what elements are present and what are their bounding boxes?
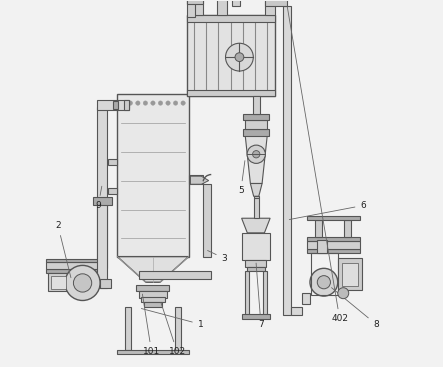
Bar	[117, 102, 129, 108]
Text: 2: 2	[55, 221, 71, 278]
Bar	[46, 259, 105, 262]
Bar	[189, 175, 203, 184]
Bar	[187, 0, 195, 17]
Bar	[46, 262, 105, 269]
Bar	[307, 240, 361, 248]
Bar	[317, 240, 327, 253]
Bar	[136, 285, 169, 291]
Bar	[291, 307, 302, 315]
Circle shape	[136, 101, 140, 105]
Bar	[254, 196, 259, 198]
Bar	[218, 0, 227, 15]
Circle shape	[317, 276, 330, 289]
Circle shape	[173, 101, 178, 105]
Bar	[97, 107, 108, 268]
Polygon shape	[117, 257, 189, 282]
Circle shape	[235, 53, 244, 62]
Bar	[241, 315, 270, 319]
Circle shape	[225, 43, 253, 71]
Bar	[187, 0, 203, 4]
Text: 6: 6	[289, 201, 366, 219]
Bar	[245, 271, 249, 315]
Bar	[253, 96, 260, 114]
Bar	[245, 260, 267, 267]
Circle shape	[247, 145, 265, 163]
Bar	[307, 248, 361, 253]
Text: 4: 4	[0, 366, 1, 367]
Bar	[100, 279, 111, 288]
Circle shape	[166, 101, 170, 105]
Bar	[265, 0, 288, 6]
Bar	[141, 297, 165, 302]
Bar	[187, 15, 275, 22]
Bar	[97, 198, 108, 288]
Bar	[311, 253, 338, 295]
Bar	[117, 350, 189, 353]
Bar	[243, 114, 269, 120]
Bar	[97, 100, 129, 110]
Bar	[46, 269, 105, 273]
Bar	[113, 101, 118, 109]
Bar	[48, 273, 75, 291]
Polygon shape	[245, 136, 267, 184]
Bar	[342, 263, 358, 286]
Text: 402: 402	[287, 5, 348, 323]
Bar	[307, 237, 361, 240]
Bar	[51, 276, 66, 289]
Bar	[232, 0, 240, 6]
Polygon shape	[241, 218, 270, 233]
Bar	[117, 94, 189, 257]
Text: 8: 8	[331, 288, 379, 329]
Bar	[108, 159, 117, 165]
Bar	[245, 120, 267, 130]
Bar	[307, 216, 361, 221]
Text: 9: 9	[95, 186, 102, 210]
Circle shape	[310, 268, 338, 296]
Bar	[187, 90, 275, 96]
Text: 102: 102	[161, 303, 186, 356]
Bar	[263, 271, 267, 315]
Polygon shape	[250, 184, 262, 196]
Bar	[283, 6, 291, 315]
Bar	[108, 188, 117, 195]
Polygon shape	[190, 176, 209, 184]
Text: 1: 1	[141, 309, 203, 329]
Bar	[187, 15, 275, 96]
Circle shape	[128, 101, 132, 105]
Bar	[254, 198, 259, 218]
Circle shape	[74, 274, 92, 292]
Bar	[93, 197, 112, 206]
Bar	[175, 307, 181, 350]
Circle shape	[151, 101, 155, 105]
Bar	[338, 258, 362, 290]
Circle shape	[120, 101, 125, 105]
Bar	[247, 267, 264, 271]
Bar	[98, 277, 100, 285]
Circle shape	[65, 265, 100, 301]
Circle shape	[143, 101, 148, 105]
Text: 101: 101	[142, 294, 160, 356]
Circle shape	[181, 101, 185, 105]
Bar	[241, 233, 270, 260]
Bar	[139, 270, 211, 279]
Bar	[302, 293, 310, 304]
Text: 7: 7	[256, 263, 264, 329]
Bar	[194, 0, 203, 15]
Bar	[265, 1, 275, 15]
Bar	[124, 307, 131, 350]
Bar	[315, 221, 322, 237]
Text: 5: 5	[238, 161, 245, 195]
Bar	[124, 100, 129, 110]
Circle shape	[253, 150, 260, 158]
Bar	[243, 130, 269, 136]
Bar	[203, 184, 211, 257]
Circle shape	[158, 101, 163, 105]
Bar	[344, 221, 351, 237]
Text: 3: 3	[208, 251, 227, 263]
Bar	[139, 291, 167, 298]
Text: 401: 401	[0, 366, 1, 367]
Bar	[144, 302, 162, 307]
Circle shape	[338, 288, 349, 299]
